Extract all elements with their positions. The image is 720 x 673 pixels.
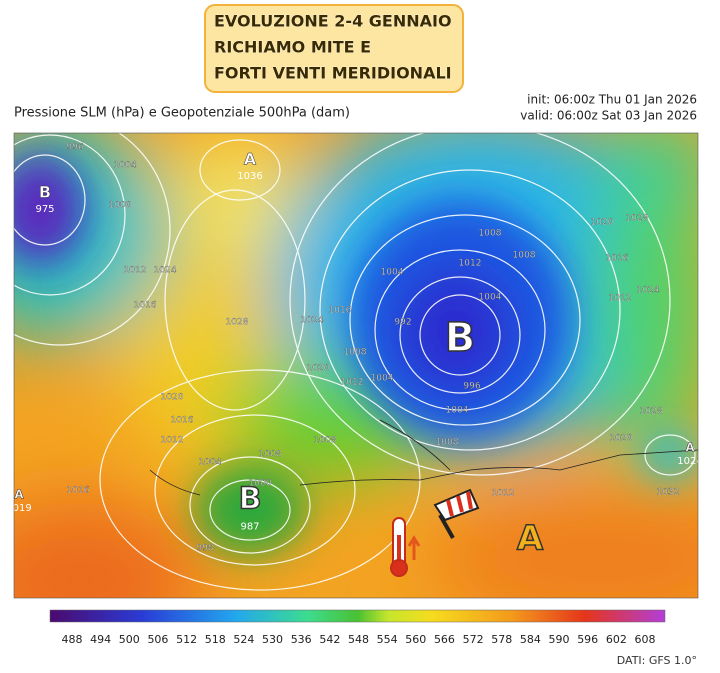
colorbar-label: 560 [405,633,426,646]
center-pressure: 1036 [237,171,262,182]
isobar-label: 1012 [492,489,515,499]
colorbar-label: 578 [491,633,512,646]
colorbar-label: 488 [62,633,83,646]
header-line: FORTI VENTI MERIDIONALI [214,64,452,83]
isobar-label: 1004 [114,161,137,171]
windsock-icon [433,488,480,539]
isobar-label: 1008 [314,436,337,446]
center-pressure: 975 [35,204,54,215]
pressure-center: A [517,519,544,559]
colorbar-label: 494 [90,633,111,646]
pressure-center: B [239,482,262,517]
isobar-label: 1032 [657,488,680,498]
center-pressure: 987 [240,522,259,533]
header-line: EVOLUZIONE 2-4 GENNAIO [214,12,452,31]
isobar-label: 1004 [479,293,502,303]
header-line: RICHIAMO MITE E [214,38,371,57]
thermometer-icon [390,517,421,577]
center-pressure: 1024 [677,456,702,467]
isobar-label: 1008 [259,450,282,460]
pressure-center: A [14,488,24,502]
isobar-label: 1000 [249,479,272,489]
colorbar-label: 584 [520,633,541,646]
isobar-label: 1012 [459,259,482,269]
isobar-label: 1004 [371,374,394,384]
colorbar-label: 530 [262,633,283,646]
isobar-label: 1024 [637,286,660,296]
isobar-label: 1004 [381,268,404,278]
isobar-label: 996 [66,143,83,153]
isobar-label: 1020 [161,393,184,403]
footer: DATI: GFS 1.0° [617,654,697,667]
colorbar-label: 554 [377,633,398,646]
colorbar-label: 512 [176,633,197,646]
colorbar-label: 596 [577,633,598,646]
isobar-label: 1016 [134,301,157,311]
colorbar-label: 536 [291,633,312,646]
isobar-label: 1016 [171,416,194,426]
isobar-label: 1012 [161,436,184,446]
colorbar-label: 548 [348,633,369,646]
coastline [149,419,698,496]
isobar-label: 1020 [307,364,330,374]
isobar-label: 1012 [609,294,632,304]
subtitle: Pressione SLM (hPa) e Geopotenziale 500h… [14,106,350,121]
colorbar-label: 506 [147,633,168,646]
isobar-label: 1024 [301,316,324,326]
colorbar-label: 590 [549,633,570,646]
isobar-label: 1028 [640,407,663,417]
isobar-label: 1020 [591,218,614,228]
isobar-label: 992 [394,318,411,328]
colorbar-label: 524 [233,633,254,646]
isobar-label: 1016 [67,486,90,496]
isobar-label: 1016 [606,254,629,264]
isobar-label: 1000 [109,201,132,211]
isobar-label: 1020 [610,434,633,444]
colorbar-label: 500 [119,633,140,646]
colorbar-label: 572 [463,633,484,646]
header-box [204,4,464,93]
colorbar [49,609,666,623]
valid-time: valid: 06:00z Sat 03 Jan 2026 [520,109,697,123]
colorbar-label: 518 [205,633,226,646]
isobar-label: 1008 [513,251,536,261]
isobar-label: 1008 [344,348,367,358]
isobar-label: 996 [463,382,480,392]
isobar-label: 1004 [199,458,222,468]
isobar-label: 1028 [626,214,649,224]
pressure-center: B [445,315,476,361]
pressure-center: B [39,183,51,202]
init-time: init: 06:00z Thu 01 Jan 2026 [527,93,697,107]
isobar-label: 1012 [124,266,147,276]
isobar-label: 1008 [436,438,459,448]
colorbar-label: 608 [635,633,656,646]
pressure-center: A [685,441,695,455]
isobar-label: 1024 [154,266,177,276]
isobars [14,133,696,591]
colorbar-label: 602 [606,633,627,646]
isobar-label: 1016 [329,306,352,316]
isobar-label: 1008 [479,229,502,239]
isobar-label: 1004 [446,406,469,416]
isobar-label: 1012 [341,378,364,388]
center-pressure: 1019 [6,503,31,514]
colorbar-label: 542 [319,633,340,646]
map-frame [13,132,699,599]
colorbar-label: 566 [434,633,455,646]
isobar-label: 998 [196,544,213,554]
pressure-center: A [244,150,257,169]
isobar-label: 1028 [226,318,249,328]
